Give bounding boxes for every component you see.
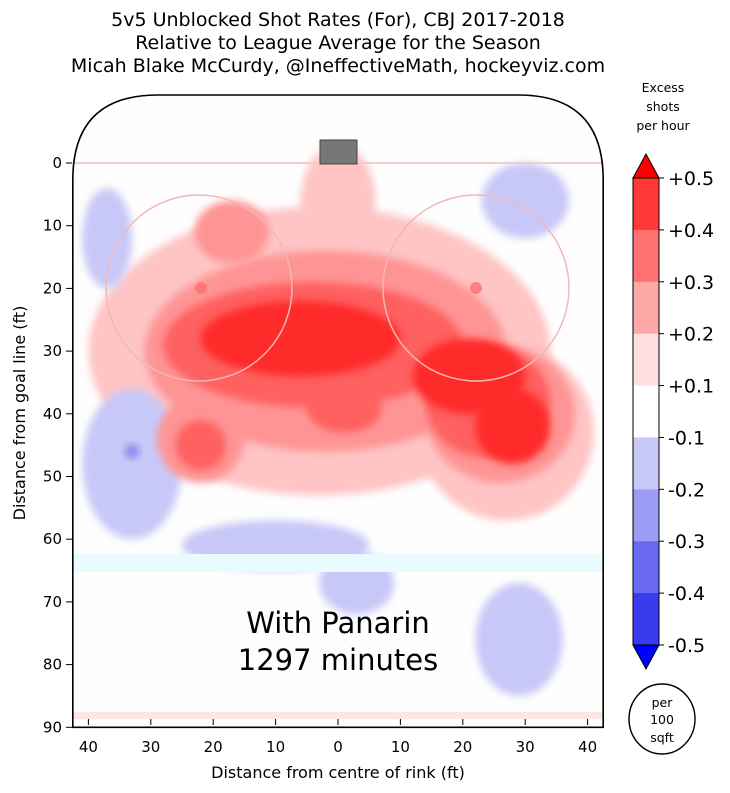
chart-title-line-1: 5v5 Unblocked Shot Rates (For), CBJ 2017… xyxy=(111,9,565,31)
heat-region-neg-8 xyxy=(475,583,563,696)
x-axis-label: Distance from centre of rink (ft) xyxy=(211,763,465,782)
left-faceoff-dot xyxy=(195,282,207,294)
y-tick-label: 0 xyxy=(52,154,62,172)
x-tick-label: 30 xyxy=(141,738,160,756)
rink-boards xyxy=(72,94,604,729)
colorbar-min-extension xyxy=(632,644,660,671)
y-tick-label: 70 xyxy=(43,593,62,611)
colorbar-label: -0.2 xyxy=(668,479,705,501)
y-tick-label: 80 xyxy=(43,656,62,674)
heat-layer xyxy=(82,144,594,696)
unit-badge xyxy=(628,683,696,755)
heat-region-neg-13 xyxy=(124,443,140,459)
heat-region-pos-1 xyxy=(300,144,376,258)
heat-region-pos-20 xyxy=(475,388,551,464)
x-axis-ticks: 40 30 20 10 0 10 20 30 40 xyxy=(79,719,597,756)
y-axis-label: Distance from goal line (ft) xyxy=(10,306,29,521)
colorbar-label: +0.4 xyxy=(668,220,714,242)
colorbar-segment xyxy=(633,437,659,490)
unit-badge-line-3: sqft xyxy=(650,730,674,745)
y-tick-label: 90 xyxy=(43,718,62,736)
colorbar-label: -0.1 xyxy=(668,427,705,449)
colorbar-max-extension xyxy=(632,152,660,179)
right-faceoff-circle xyxy=(382,194,570,382)
y-axis-ticks: 0 10 20 30 40 50 60 70 80 90 xyxy=(43,154,72,736)
colorbar-segment xyxy=(633,178,659,231)
x-tick-label: 20 xyxy=(204,738,223,756)
colorbar-segment xyxy=(633,593,659,646)
annotation-line-2: 1297 minutes xyxy=(238,643,438,677)
heat-region-pos-17 xyxy=(306,382,382,433)
heat-region-neg-4 xyxy=(82,188,133,289)
x-tick-label: 30 xyxy=(516,738,535,756)
heat-region-neg-5 xyxy=(481,163,569,239)
right-faceoff-dot xyxy=(470,282,482,294)
y-tick-label: 60 xyxy=(43,530,62,548)
colorbar-label: +0.5 xyxy=(668,168,714,190)
colorbar-frame xyxy=(632,177,660,646)
left-faceoff-circle xyxy=(105,194,293,382)
colorbar-title-line-3: per hour xyxy=(636,118,690,133)
goal-net xyxy=(319,139,358,165)
colorbar-title-line-1: Excess xyxy=(642,80,685,95)
colorbar-label: -0.4 xyxy=(668,583,705,605)
colorbar-title-line-2: shots xyxy=(646,99,680,114)
colorbar-label: -0.5 xyxy=(668,635,705,657)
unit-badge-line-1: per xyxy=(652,695,674,710)
x-tick-label: 10 xyxy=(391,738,410,756)
y-tick-label: 10 xyxy=(43,217,62,235)
heat-region-neg-3 xyxy=(82,388,182,540)
colorbar-segment xyxy=(633,281,659,335)
annotation-line-1: With Panarin xyxy=(246,606,430,640)
colorbar-segment xyxy=(633,489,659,542)
colorbar-label: -0.3 xyxy=(668,531,705,553)
y-tick-label: 40 xyxy=(43,405,62,423)
unit-badge-line-2: 100 xyxy=(650,712,674,727)
x-tick-label: 40 xyxy=(79,738,98,756)
colorbar-segment xyxy=(633,541,659,594)
x-tick-label: 10 xyxy=(266,738,285,756)
blue-line xyxy=(72,554,604,572)
colorbar-segment xyxy=(633,229,659,283)
y-tick-label: 20 xyxy=(43,279,62,297)
x-tick-label: 40 xyxy=(578,738,597,756)
chart-title-line-2: Relative to League Average for the Seaso… xyxy=(135,32,541,54)
rink-markings xyxy=(72,139,604,719)
heat-region-pos-12 xyxy=(194,200,270,264)
y-tick-label: 50 xyxy=(43,468,62,486)
colorbar: +0.5 +0.4 +0.3 +0.2 +0.1 -0.1 -0.2 -0.3 -0.4 -0.5 xyxy=(632,152,714,671)
heat-region-pos-18 xyxy=(200,300,401,377)
heat-region-pos-16 xyxy=(175,420,226,471)
y-tick-label: 30 xyxy=(43,342,62,360)
colorbar-label: +0.1 xyxy=(668,376,714,398)
colorbar-segment xyxy=(633,333,659,387)
colorbar-label: +0.3 xyxy=(668,272,714,294)
x-tick-label: 0 xyxy=(333,738,343,756)
x-tick-label: 20 xyxy=(453,738,472,756)
colorbar-label: +0.2 xyxy=(668,324,714,346)
centre-line xyxy=(72,712,604,719)
colorbar-segment xyxy=(633,385,659,438)
chart-title-line-3: Micah Blake McCurdy, @IneffectiveMath, h… xyxy=(71,55,605,77)
